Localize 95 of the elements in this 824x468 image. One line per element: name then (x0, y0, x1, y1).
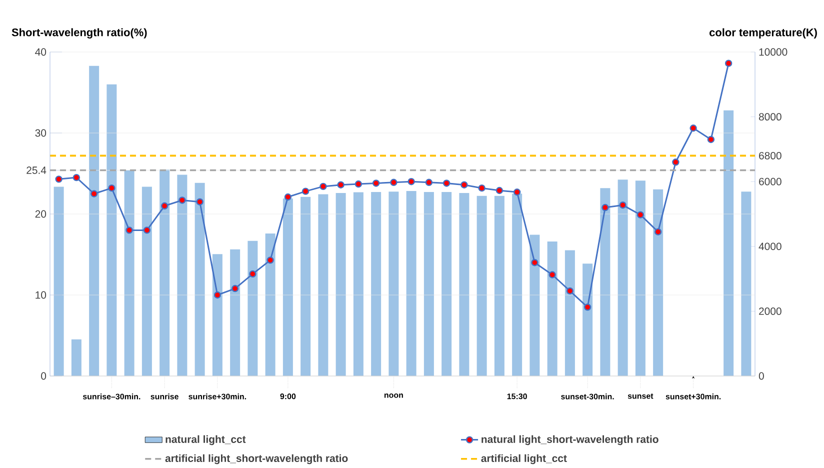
point (584, 304, 592, 311)
point (302, 188, 310, 195)
point (690, 124, 697, 132)
legend-label: artificial light_cct (481, 454, 567, 464)
point (337, 181, 344, 188)
point (478, 184, 486, 192)
bar (494, 196, 504, 376)
y2-tick-label: 4000 (758, 242, 782, 250)
point (160, 202, 168, 210)
bar (248, 240, 258, 376)
bar (582, 264, 593, 376)
bar (230, 249, 240, 376)
point (672, 158, 680, 166)
bar (635, 180, 646, 376)
bar (71, 339, 82, 376)
point (531, 259, 538, 266)
point (55, 176, 62, 183)
point (320, 182, 327, 190)
legend-label: natural light_short-wavelength ratio (482, 435, 658, 446)
bar (142, 186, 152, 376)
point (196, 198, 204, 206)
bar (388, 192, 399, 376)
bar (424, 192, 434, 376)
bar (300, 196, 311, 376)
bar (353, 192, 364, 376)
bar (124, 170, 134, 376)
bar (442, 192, 452, 376)
point (566, 287, 574, 295)
y-axis-title: Short-wavelength ratio(%) (12, 28, 147, 38)
bar (653, 189, 664, 376)
bar (600, 188, 610, 376)
point (619, 201, 626, 209)
y-tick-label: 20 (35, 210, 46, 218)
legend-label: natural light_cct (166, 435, 246, 446)
bar (89, 66, 100, 376)
point (126, 226, 133, 234)
y-tick-label: 0 (41, 372, 46, 380)
point (425, 178, 433, 186)
legend-label: artificial light_short-wavelength ratio (165, 454, 348, 464)
bar (282, 198, 293, 376)
point (707, 136, 715, 144)
point (284, 193, 292, 201)
bar (618, 180, 628, 376)
y2-tick-label: 8000 (758, 113, 782, 121)
bar (160, 170, 170, 376)
point (90, 190, 98, 198)
bar (318, 194, 328, 376)
y2-tick-label: 10000 (759, 48, 788, 56)
bar (547, 242, 558, 376)
y-tick-label: 25.4 (26, 166, 46, 174)
bar (371, 192, 382, 376)
bar (564, 250, 575, 376)
point (408, 178, 415, 186)
bar (194, 182, 205, 376)
bar (336, 192, 346, 376)
y-tick-label: 30 (35, 129, 46, 137)
bar (530, 234, 540, 376)
y2-tick-label: 6800 (759, 152, 782, 160)
point (249, 270, 256, 278)
bar (459, 192, 470, 376)
point (496, 186, 504, 194)
bar (512, 194, 522, 376)
point (602, 204, 609, 212)
bar (212, 254, 222, 376)
bar (265, 233, 276, 376)
y2-tick-label: 6000 (759, 178, 782, 186)
point (654, 228, 662, 236)
bar (476, 196, 487, 376)
bar (177, 174, 188, 376)
point (143, 226, 151, 234)
point (231, 284, 239, 292)
point (442, 180, 450, 187)
bar (741, 192, 752, 376)
y-tick-label: 10 (36, 291, 46, 299)
point (724, 60, 732, 67)
point (108, 184, 116, 192)
point (214, 291, 222, 299)
y2-tick-label: 0 (758, 372, 764, 380)
bar (406, 190, 416, 376)
point (266, 256, 274, 264)
point (513, 188, 521, 196)
bar (724, 110, 734, 376)
point (72, 174, 80, 182)
bar (54, 186, 64, 376)
point (390, 178, 398, 186)
y2-tick-label: 2000 (759, 308, 782, 315)
point (372, 180, 380, 187)
point (354, 180, 362, 188)
point (460, 181, 468, 188)
point (636, 211, 644, 218)
y2-axis-title: color temperature(K) (710, 28, 817, 38)
y-tick-label: 40 (35, 48, 46, 56)
bar (106, 84, 117, 376)
point (548, 271, 556, 278)
point (178, 196, 186, 204)
